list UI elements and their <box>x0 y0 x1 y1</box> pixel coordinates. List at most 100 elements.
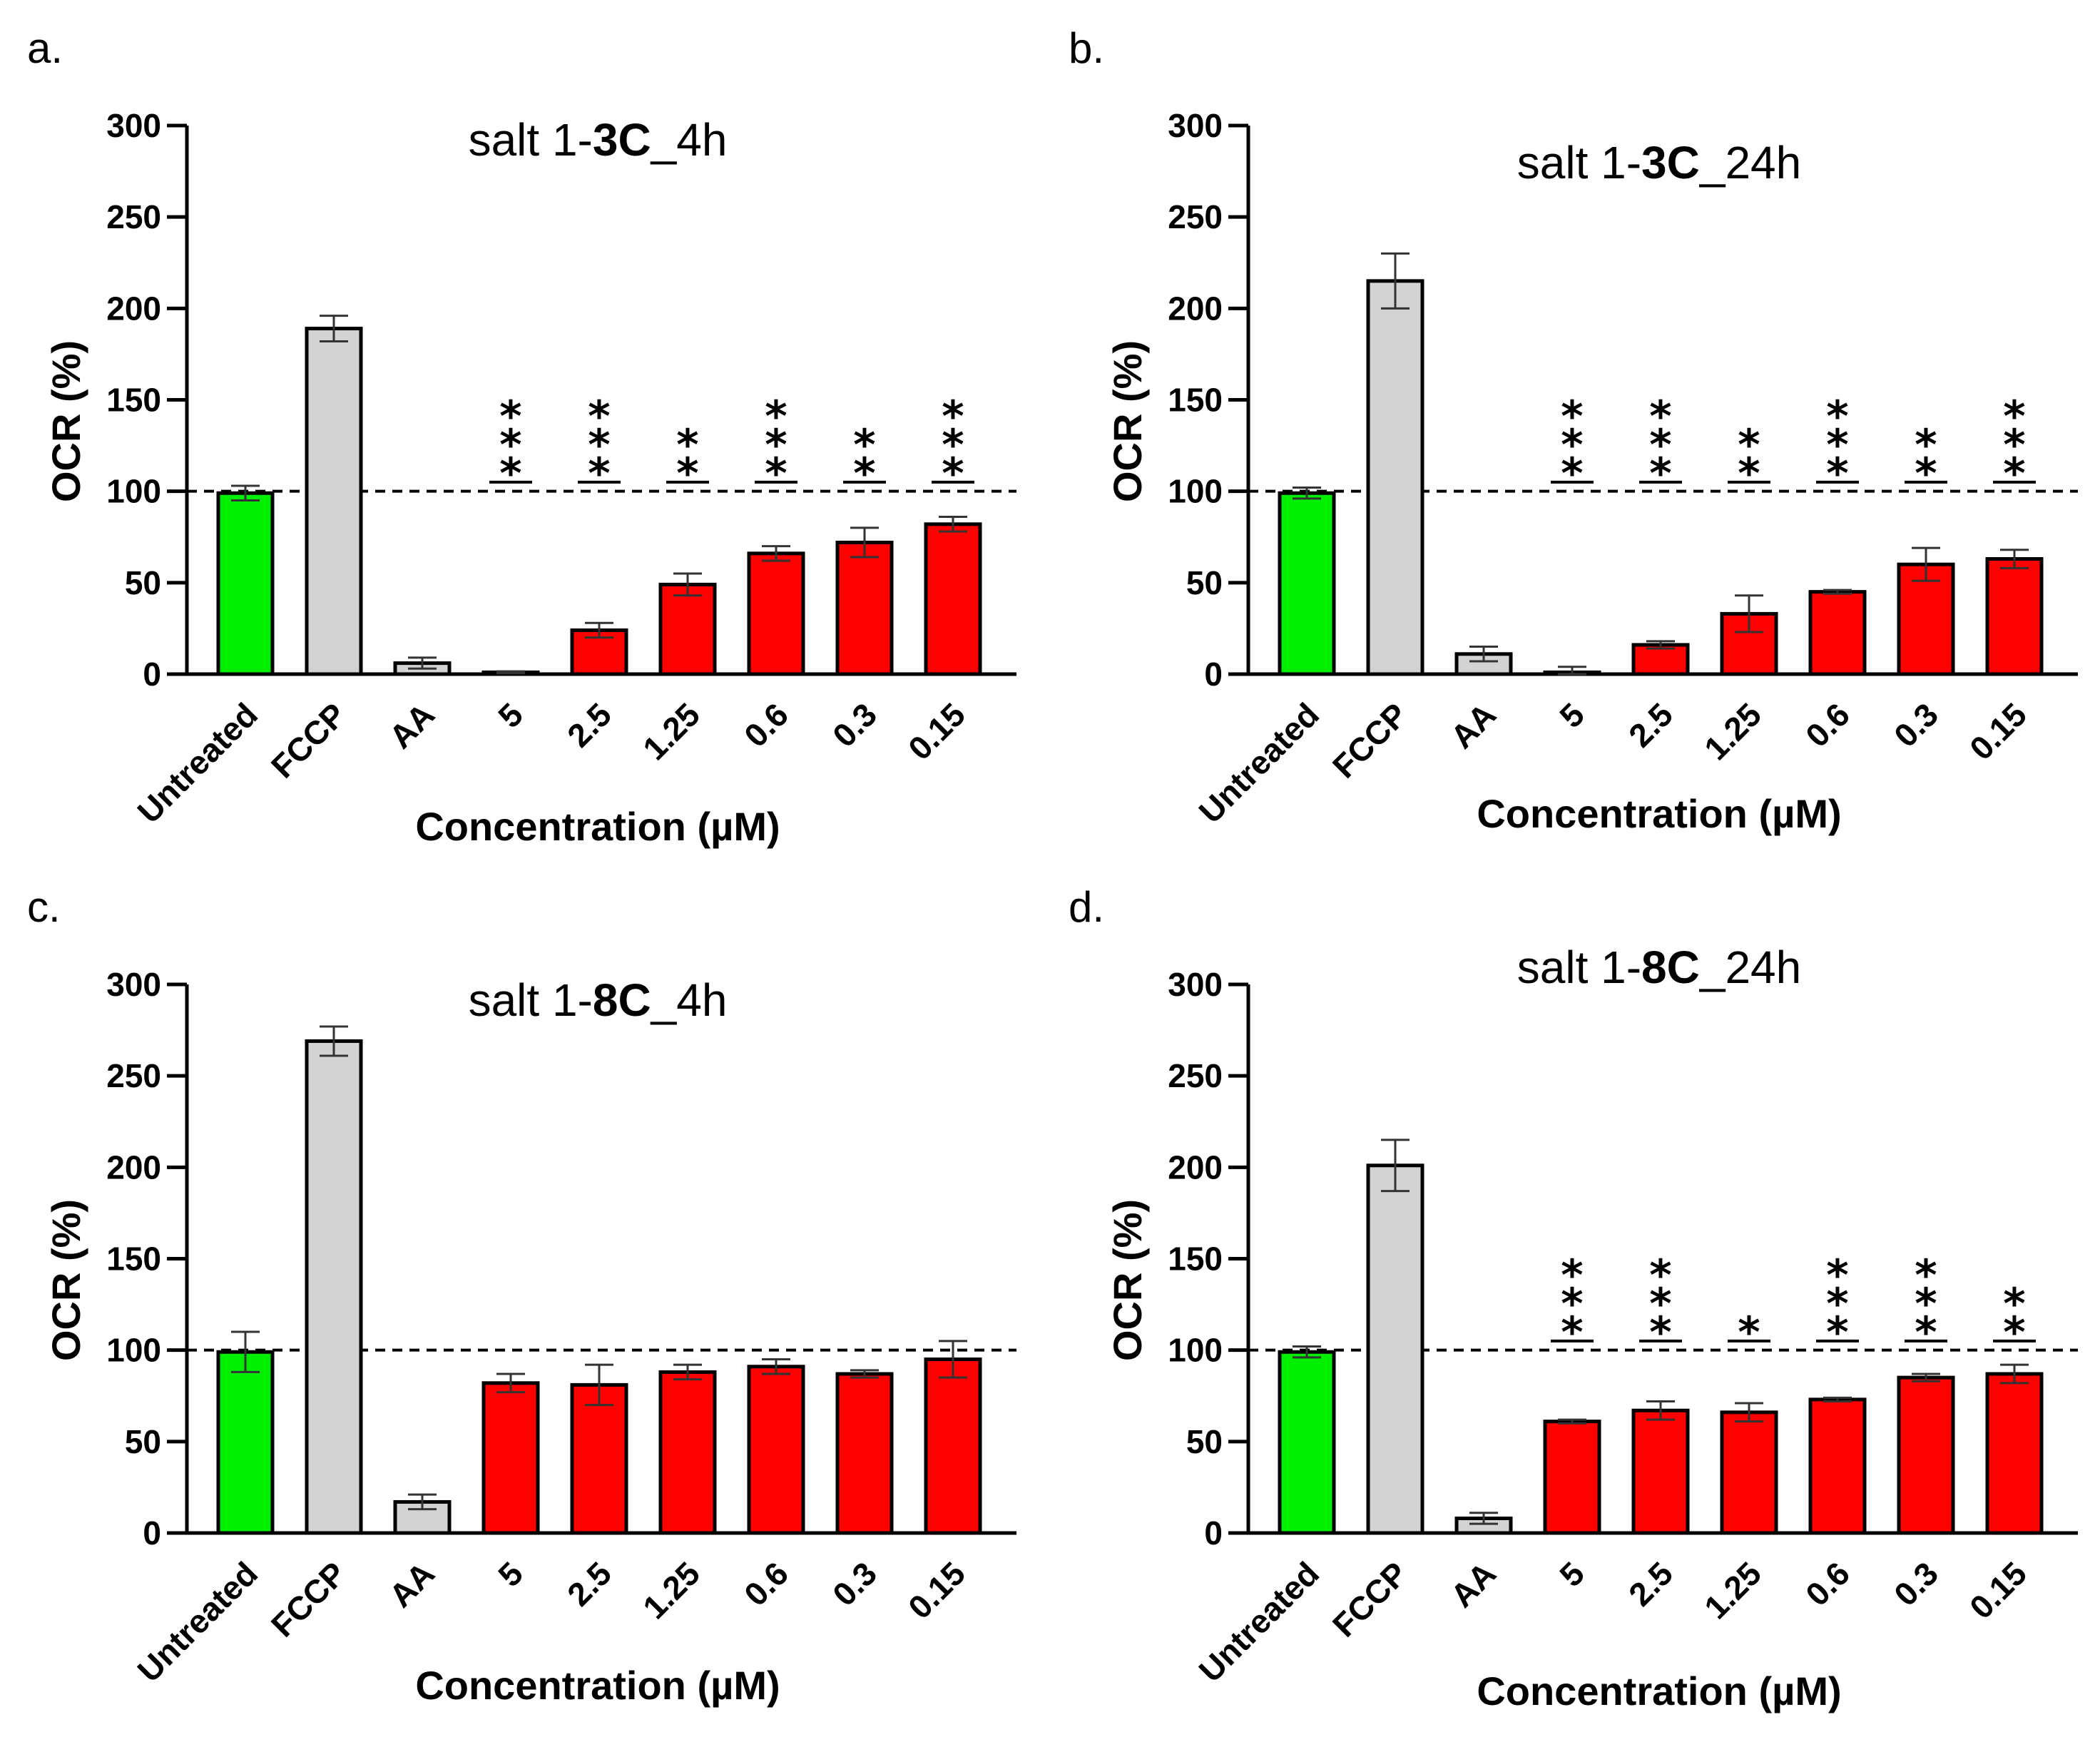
significance-stars: * * * <box>2003 392 2025 499</box>
x-tick-label: 0.15 <box>901 696 972 767</box>
significance-star: * <box>765 420 787 470</box>
panel-letter: d. <box>1069 883 1104 931</box>
bar <box>1631 643 1690 676</box>
bar <box>1985 1372 2044 1535</box>
y-tick-label: 50 <box>125 1423 161 1460</box>
x-tick-label: 0.15 <box>1962 696 2034 767</box>
y-tick-label: 150 <box>1168 382 1223 419</box>
bar <box>747 1365 805 1535</box>
significance-stars: * * * <box>1915 1251 1937 1358</box>
x-tick-label: 0.3 <box>825 696 884 754</box>
significance-star: * <box>942 420 964 470</box>
significance-star: * <box>588 392 610 442</box>
significance-stars: * * * <box>942 392 964 499</box>
bar <box>1985 557 2044 676</box>
significance-star: * <box>1915 1279 1937 1329</box>
significance-star: * <box>2003 392 2025 442</box>
bar <box>305 327 363 676</box>
y-tick-label: 150 <box>106 382 161 419</box>
chart-title-compound: 8C <box>1641 942 1700 993</box>
x-axis-title: Concentration (µM) <box>415 804 780 849</box>
significance-star: * <box>853 449 875 499</box>
x-axis-title: Concentration (µM) <box>1477 1669 1841 1713</box>
significance-star: * <box>1915 449 1937 499</box>
bar <box>835 540 894 676</box>
x-tick-label: 1.25 <box>636 1554 707 1626</box>
y-axis-title: OCR (%) <box>1105 340 1150 502</box>
bar <box>1631 1408 1690 1535</box>
x-tick-label: 5 <box>1552 696 1591 735</box>
bar <box>658 582 717 676</box>
significance-star: * <box>1561 392 1583 442</box>
y-tick-label: 150 <box>106 1241 161 1278</box>
x-tick-label: 2.5 <box>1621 696 1680 754</box>
y-axis-title: OCR (%) <box>44 1199 88 1361</box>
chart-title-suffix: _4h <box>651 974 728 1026</box>
x-tick-label: 1.25 <box>1697 696 1768 767</box>
x-tick-label: 0.3 <box>1887 1554 1945 1613</box>
x-tick-label: Untreated <box>130 696 265 830</box>
significance-star: * <box>1561 1251 1583 1300</box>
x-tick-label: 0.15 <box>1962 1554 2034 1626</box>
significance-stars: * * <box>1915 420 1937 499</box>
significance-stars: * <box>1738 1308 1760 1358</box>
y-tick-label: 50 <box>1186 1423 1223 1460</box>
x-tick-label: FCCP <box>264 696 353 785</box>
bar <box>747 551 805 676</box>
significance-star: * <box>1826 1308 1848 1358</box>
x-tick-label: FCCP <box>1325 696 1415 785</box>
significance-star: * <box>1826 1279 1848 1329</box>
bar <box>481 1381 540 1535</box>
significance-star: * <box>1649 1279 1671 1329</box>
bar <box>1897 1375 1955 1535</box>
significance-star: * <box>1826 449 1848 499</box>
x-tick-label: 5 <box>491 696 530 735</box>
chart-title-prefix: salt 1- <box>1517 942 1641 993</box>
significance-star: * <box>765 392 787 442</box>
significance-star: * <box>765 449 787 499</box>
significance-star: * <box>2003 449 2025 499</box>
x-axis-title: Concentration (µM) <box>1477 791 1841 836</box>
significance-star: * <box>1738 449 1760 499</box>
chart-title: salt 1-3C_4h <box>469 114 728 165</box>
bar <box>216 1350 275 1535</box>
chart-title: salt 1-3C_24h <box>1517 137 1801 188</box>
significance-stars: * * * <box>1561 1251 1583 1358</box>
bar <box>835 1372 894 1535</box>
y-tick-label: 250 <box>1168 198 1223 235</box>
significance-star: * <box>676 420 698 470</box>
significance-star: * <box>499 449 521 499</box>
significance-star: * <box>1738 420 1760 470</box>
chart-title: salt 1-8C_4h <box>469 974 728 1026</box>
significance-stars: * * <box>853 420 875 499</box>
significance-stars: * * * <box>765 392 787 499</box>
x-axis-title: Concentration (µM) <box>415 1663 780 1708</box>
significance-star: * <box>588 420 610 470</box>
x-tick-label: Untreated <box>1191 1554 1326 1689</box>
x-tick-label: 0.3 <box>1887 696 1945 754</box>
chart-title-suffix: _4h <box>651 114 728 165</box>
x-tick-label: AA <box>1443 696 1503 755</box>
x-tick-label: Untreated <box>130 1554 265 1689</box>
y-tick-label: 150 <box>1168 1241 1223 1278</box>
significance-stars: * * * <box>1649 1251 1671 1358</box>
y-tick-label: 100 <box>1168 1332 1223 1369</box>
significance-star: * <box>1915 1308 1937 1358</box>
panel-letter: c. <box>27 883 61 931</box>
significance-stars: * * * <box>1649 392 1671 499</box>
bar <box>1278 491 1336 676</box>
chart-title-prefix: salt 1- <box>1517 137 1641 188</box>
significance-star: * <box>676 449 698 499</box>
significance-star: * <box>1561 1308 1583 1358</box>
y-tick-label: 200 <box>1168 1148 1223 1186</box>
bar <box>1808 1397 1867 1535</box>
significance-star: * <box>2003 420 2025 470</box>
y-tick-label: 100 <box>106 473 161 510</box>
significance-star: * <box>1826 392 1848 442</box>
y-axis-title: OCR (%) <box>44 340 88 502</box>
significance-stars: * * * <box>1561 392 1583 499</box>
bar <box>1278 1350 1336 1535</box>
y-tick-label: 0 <box>143 656 161 693</box>
bar <box>216 491 275 676</box>
